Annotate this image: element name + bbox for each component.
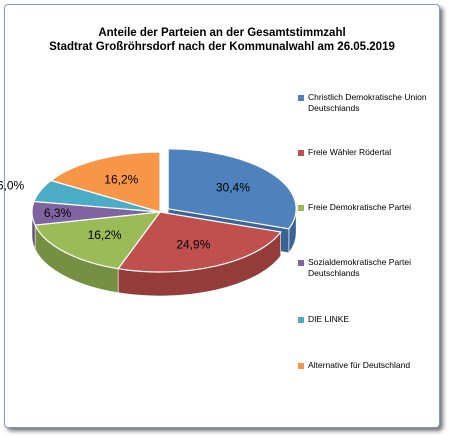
legend-label: DIE LINKE bbox=[308, 314, 350, 324]
legend-label: Sozialdemokratische Partei Deutschlands bbox=[308, 257, 411, 278]
pie-slice bbox=[49, 151, 161, 213]
legend-label: Freie Wähler Rödertal bbox=[308, 147, 392, 157]
pie-slice bbox=[34, 211, 162, 270]
legend-marker bbox=[298, 260, 304, 266]
legend-label: Freie Demokratische Partei bbox=[308, 202, 411, 212]
pie-data-label: 16,2% bbox=[104, 173, 138, 187]
legend-label: Christlich Demokratische Union Deutschla… bbox=[308, 92, 427, 113]
legend-marker bbox=[298, 95, 304, 101]
legend-label: Alternative für Deutschland bbox=[308, 360, 411, 370]
pie-data-label: 6,0% bbox=[0, 178, 25, 192]
pie-data-label: 6,3% bbox=[44, 206, 72, 220]
pie-data-label: 30,4% bbox=[216, 180, 250, 194]
legend-marker bbox=[298, 150, 304, 156]
legend-marker bbox=[298, 205, 304, 211]
pie-data-label: 24,9% bbox=[176, 237, 210, 251]
chart-title: Anteile der Parteien an der Gesamtstimmz… bbox=[98, 27, 346, 39]
pie-slice bbox=[167, 148, 297, 230]
legend-marker bbox=[298, 363, 304, 369]
chart-subtitle: Stadtrat Großröhrsdorf nach der Kommunal… bbox=[49, 41, 395, 53]
legend-marker bbox=[298, 317, 304, 323]
pie-slice bbox=[117, 211, 282, 273]
pie-data-label: 16,2% bbox=[88, 228, 122, 242]
